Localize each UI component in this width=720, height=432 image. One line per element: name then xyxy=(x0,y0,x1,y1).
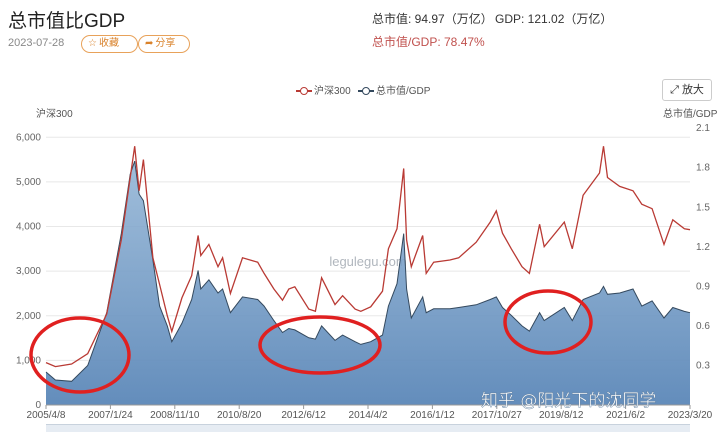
y-left-tick-label: 0 xyxy=(35,400,41,411)
y-left-tick-label: 4,000 xyxy=(16,222,41,233)
favorite-label: 收藏 xyxy=(98,38,119,49)
y-right-tick-label: 0.9 xyxy=(696,281,710,292)
y-left-tick-label: 2,000 xyxy=(16,311,41,322)
zoom-button[interactable]: ⤢ 放大 xyxy=(662,79,712,101)
expand-arrows-icon: ⤢ xyxy=(670,84,679,96)
y-left-tick-label: 3,000 xyxy=(16,266,41,277)
x-tick-label: 2016/1/12 xyxy=(410,410,455,421)
y-right-axis-label: 总市值/GDP xyxy=(663,109,718,120)
legend-swatch-ratio xyxy=(358,86,374,96)
x-tick-label: 2014/4/2 xyxy=(349,410,388,421)
y-right-tick-label: 0.6 xyxy=(696,321,710,332)
ratio-stat: 总市值/GDP: 78.47% xyxy=(372,35,485,49)
zoom-label: 放大 xyxy=(681,84,704,96)
y-left-tick-label: 1,000 xyxy=(16,355,41,366)
date-label: 2023-07-28 xyxy=(8,37,65,49)
market-cap-stat: 总市值: 94.97（万亿） xyxy=(372,12,493,26)
legend-swatch-hs300 xyxy=(296,86,312,96)
x-tick-label: 2008/11/10 xyxy=(150,410,200,421)
y-left-axis-label: 沪深300 xyxy=(36,109,73,120)
range-navigator[interactable] xyxy=(46,424,690,432)
overlay-credit-text: 知乎 @阳光下的沈同学 xyxy=(481,391,656,411)
x-tick-label: 2012/6/12 xyxy=(281,410,326,421)
legend-label-ratio: 总市值/GDP xyxy=(376,86,431,97)
legend-item-hs300[interactable]: 沪深300 xyxy=(296,86,351,98)
share-label: 分享 xyxy=(155,38,176,49)
y-right-tick-label: 2.1 xyxy=(696,123,710,134)
highlight-circle-2 xyxy=(258,315,382,375)
x-tick-label: 2023/3/20 xyxy=(668,410,713,421)
series-line-hs300 xyxy=(45,146,691,368)
x-tick-label: 2005/4/8 xyxy=(27,410,66,421)
gdp-stat: GDP: 121.02（万亿） xyxy=(495,12,613,26)
y-right-tick-label: 1.8 xyxy=(696,163,710,174)
watermark: legulegu.com xyxy=(329,254,406,269)
x-tick-label: 2019/8/12 xyxy=(539,410,584,421)
ratio-area xyxy=(46,161,690,405)
x-tick-label: 2021/6/2 xyxy=(606,410,645,421)
legend-item-ratio[interactable]: 总市值/GDP xyxy=(358,86,430,98)
y-right-tick-label: 0.3 xyxy=(696,360,710,371)
star-icon: ☆ xyxy=(88,38,97,49)
highlight-circle-3 xyxy=(503,289,593,355)
y-right-tick-label: 1.2 xyxy=(696,242,710,253)
y-left-tick-label: 5,000 xyxy=(16,177,41,188)
x-tick-label: 2010/8/20 xyxy=(217,410,262,421)
series-line-ratio xyxy=(45,160,691,382)
page-title: 总市值比GDP xyxy=(8,11,126,32)
favorite-button[interactable]: ☆ 收藏 xyxy=(81,35,138,53)
y-left-tick-label: 6,000 xyxy=(16,132,41,143)
x-tick-label: 2017/10/27 xyxy=(472,410,522,421)
highlight-circle-1 xyxy=(29,316,131,394)
share-button[interactable]: ➦ 分享 xyxy=(138,35,190,53)
legend-label-hs300: 沪深300 xyxy=(314,86,351,97)
x-tick-label: 2007/1/24 xyxy=(88,410,133,421)
y-right-tick-label: 1.5 xyxy=(696,202,710,213)
share-arrow-icon: ➦ xyxy=(145,38,154,49)
